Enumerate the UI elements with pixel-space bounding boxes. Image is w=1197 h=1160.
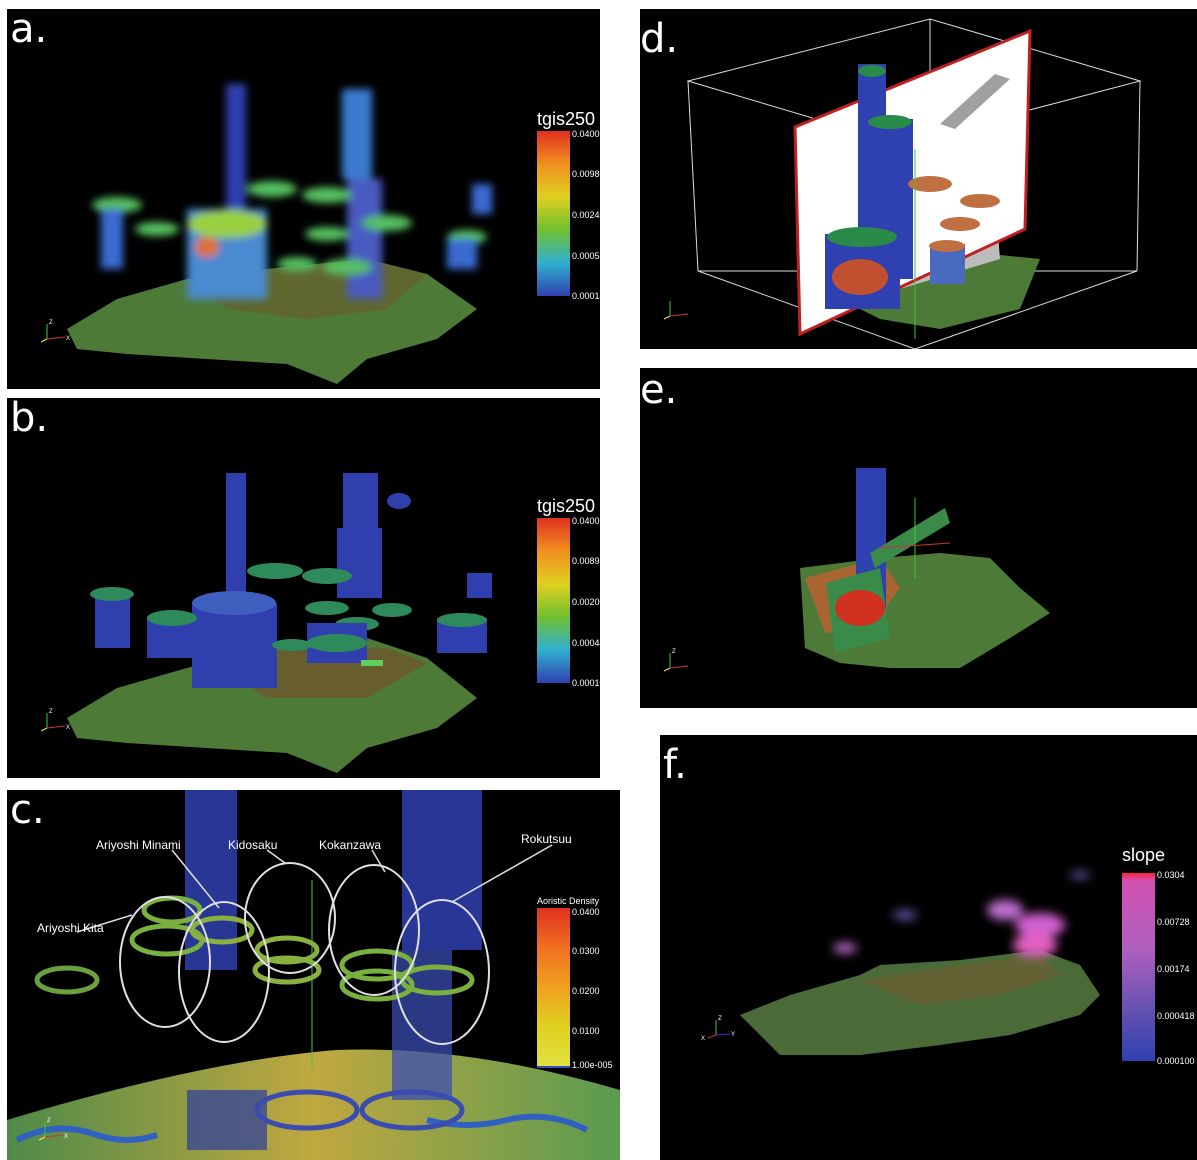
colorbar-tick: 0.000100 [1157,1056,1195,1066]
colorbar-gradient [1122,873,1155,1061]
colorbar-tick: 0.000144 [572,291,600,301]
panel-a-scene [67,84,492,384]
panel-f: f. slope 0.0304 0.00728 0.00174 0.000418… [660,735,1197,1160]
panel-e: e. Z [640,368,1197,708]
site-label-rokutsuu: Rokutsuu [521,832,572,846]
axis-label-x: X [701,1036,705,1040]
axis-triad: Z Y X [701,1016,735,1040]
panel-b-scene [67,473,492,773]
colorbar-title: Aoristic Density [537,896,600,906]
panel-d: d. [640,9,1197,349]
cylinder [226,84,246,244]
panel-c-scene [7,790,620,1160]
colorbar-title: tgis250 [537,109,596,129]
colorbar-tick: 0.000447 [572,638,600,648]
cylinder [402,790,482,950]
terrain-map [7,1049,620,1160]
colorbar-tick: 0.000589 [572,251,600,261]
colorbar-tick: 0.0100 [572,1026,600,1036]
colorbar-tick: 0.00894 [572,556,600,566]
axis-label-z: Z [49,709,53,715]
colorbar: Aoristic Density 0.0400 0.0300 0.0200 0.… [537,896,617,1086]
site-rings [34,895,475,1131]
panel-d-scene [686,18,1142,349]
colorbar-tick: 0.000418 [1157,1011,1195,1021]
panel-f-scene [740,871,1100,1055]
colorbar-tick: 0.0400 [572,516,600,526]
colorbar-tick: 1.00e-005 [572,1060,613,1070]
site-circles [119,862,490,1045]
panel-letter: b. [10,398,49,441]
colorbar-gradient [537,908,570,1068]
site-label-kokanzawa: Kokanzawa [319,838,382,852]
axis-triad: Z X [38,1118,68,1141]
colorbar-gradient [537,518,570,683]
axis-label-z: Z [718,1016,722,1022]
colorbar-tick: 0.00728 [1157,917,1190,927]
colorbar-tick: 0.0400 [572,129,600,139]
colorbar-tick: 0.0300 [572,946,600,956]
cylinder [226,473,246,613]
axis-label-z: Z [49,320,53,326]
colorbar-title: slope [1122,845,1166,865]
axis-label-y: Y [731,1032,735,1038]
panel-letter: d. [640,16,679,62]
colorbar: slope 0.0304 0.00728 0.00174 0.000418 0.… [1122,845,1197,1075]
site-label-ariyoshi-kita: Ariyoshi Kita [37,921,104,935]
colorbar-tick: 0.0200 [572,986,600,996]
axis-label-x: X [66,725,70,731]
colorbar-tick: 0.00174 [1157,964,1190,974]
site-label-ariyoshi-minami: Ariyoshi Minami [96,838,181,852]
panel-letter: c. [10,790,45,833]
panel-letter: a. [10,9,48,52]
colorbar-tick: 0.0304 [1157,870,1185,880]
colorbar-tick: 0.0400 [572,907,600,917]
cylinder [342,89,372,179]
axis-triad [663,301,689,320]
panel-letter: e. [640,368,678,413]
axis-label-z: Z [47,1118,51,1124]
site-label-kidosaku: Kidosaku [228,838,278,852]
colorbar-title: tgis250 [537,496,596,516]
colorbar-gradient [537,131,570,296]
axis-triad: Z [663,649,689,672]
panel-letter: f. [663,742,687,788]
leader-lines [76,844,553,933]
axis-triad: Z X [40,320,70,343]
colorbar-tick: 0.000100 [572,678,600,688]
axis-label-z: Z [672,649,676,655]
panel-e-scene [800,468,1050,668]
axis-label-x: X [64,1134,68,1140]
axis-triad: Z X [40,709,70,732]
axis-label-x: X [66,336,70,342]
panel-c: c. Ariyoshi Minami Kidosaku Kokanzawa Ro… [7,790,620,1160]
